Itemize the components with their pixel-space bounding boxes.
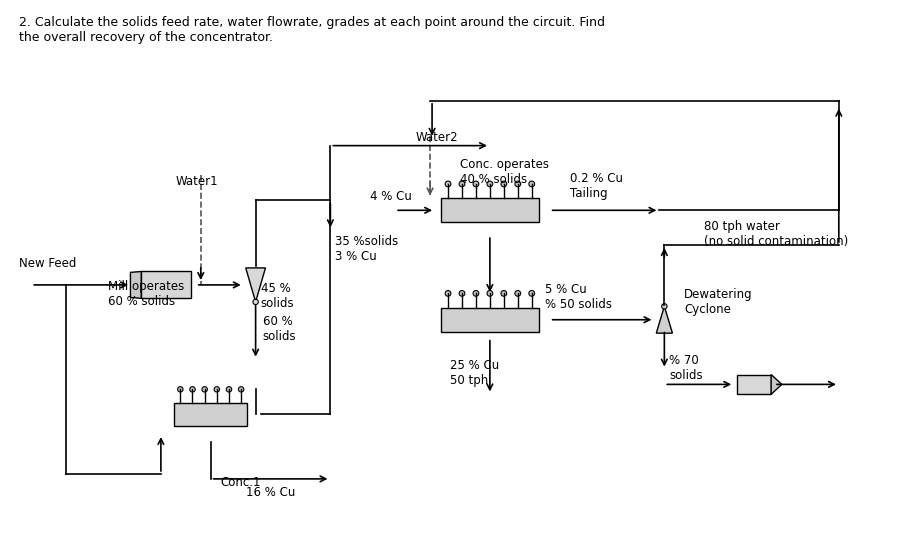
Bar	[174, 403, 248, 425]
Bar	[737, 374, 771, 394]
Circle shape	[473, 291, 479, 296]
Circle shape	[253, 299, 258, 304]
Text: Conc.1: Conc.1	[220, 476, 261, 489]
Text: 60 %
solids: 60 % solids	[263, 315, 297, 342]
Circle shape	[202, 387, 208, 392]
Circle shape	[487, 181, 493, 187]
Text: New Feed: New Feed	[19, 257, 77, 270]
Polygon shape	[131, 271, 141, 299]
Circle shape	[529, 181, 534, 187]
Text: % 70
solids: % 70 solids	[669, 354, 703, 383]
Polygon shape	[771, 374, 782, 394]
Circle shape	[445, 181, 451, 187]
Text: 45 %
solids: 45 % solids	[260, 282, 294, 310]
Circle shape	[662, 303, 667, 309]
Circle shape	[501, 181, 507, 187]
Text: Water2: Water2	[415, 131, 458, 144]
Bar	[441, 198, 539, 222]
Text: 0.2 % Cu
Tailing: 0.2 % Cu Tailing	[570, 172, 622, 201]
Circle shape	[473, 181, 479, 187]
Text: 4 % Cu: 4 % Cu	[370, 190, 412, 203]
Circle shape	[459, 181, 465, 187]
Polygon shape	[657, 307, 672, 333]
Circle shape	[501, 291, 507, 296]
Polygon shape	[246, 268, 266, 302]
Text: 16 % Cu: 16 % Cu	[246, 486, 295, 499]
Bar	[441, 308, 539, 332]
Circle shape	[178, 387, 183, 392]
Circle shape	[487, 291, 493, 296]
Text: 25 % Cu
50 tph: 25 % Cu 50 tph	[450, 360, 499, 387]
Circle shape	[239, 387, 244, 392]
Circle shape	[445, 291, 451, 296]
Text: 35 %solids
3 % Cu: 35 %solids 3 % Cu	[336, 235, 398, 263]
Text: Dewatering
Cyclone: Dewatering Cyclone	[684, 288, 753, 316]
Circle shape	[459, 291, 465, 296]
Circle shape	[515, 291, 521, 296]
Circle shape	[190, 387, 195, 392]
Text: 5 % Cu
% 50 solids: 5 % Cu % 50 solids	[545, 283, 611, 311]
Text: 2. Calculate the solids feed rate, water flowrate, grades at each point around t: 2. Calculate the solids feed rate, water…	[19, 16, 605, 29]
Text: 80 tph water
(no solid contamination): 80 tph water (no solid contamination)	[704, 220, 848, 248]
Text: Water1: Water1	[176, 175, 219, 188]
Circle shape	[214, 387, 219, 392]
Text: Mill operates
60 % solids: Mill operates 60 % solids	[108, 280, 184, 308]
Circle shape	[515, 181, 521, 187]
Bar	[141, 271, 190, 299]
Text: the overall recovery of the concentrator.: the overall recovery of the concentrator…	[19, 31, 273, 44]
Text: Conc. operates
40 % solids: Conc. operates 40 % solids	[460, 158, 549, 186]
Circle shape	[226, 387, 231, 392]
Circle shape	[529, 291, 534, 296]
